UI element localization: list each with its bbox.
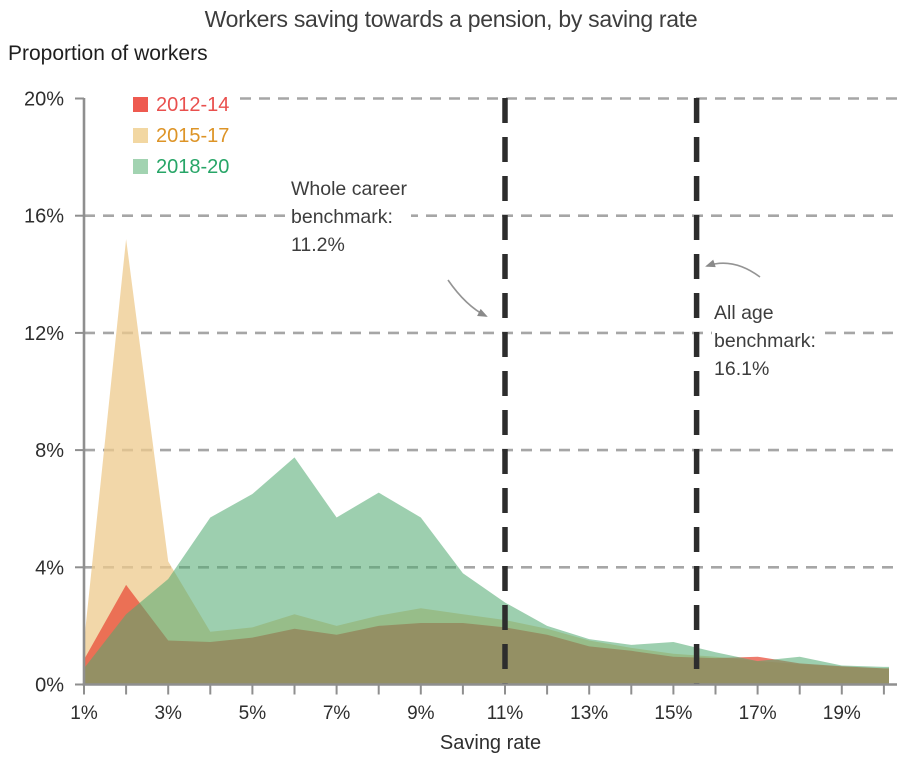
y-axis-title: Proportion of workers — [8, 42, 208, 65]
annotation-line: 11.2% — [291, 234, 345, 256]
y-tick-label: 8% — [35, 440, 64, 462]
annotation-line: benchmark: — [291, 206, 393, 228]
area-series-2018-20 — [84, 457, 889, 685]
annotation-line: benchmark: — [714, 330, 816, 352]
y-tick-label: 20% — [24, 89, 64, 111]
y-tick-label: 0% — [35, 675, 64, 697]
y-tick-label: 4% — [35, 557, 64, 579]
annotation-line: 16.1% — [714, 358, 770, 380]
legend-item-2018-20: 2018-20 — [133, 151, 229, 182]
x-tick-label: 7% — [323, 703, 351, 724]
arrow-to-all-age-line — [705, 259, 761, 278]
x-tick-label: 3% — [154, 703, 182, 724]
annotation-line: Whole career — [291, 178, 407, 200]
x-tick-label: 13% — [570, 703, 608, 724]
x-tick-label: 1% — [70, 703, 98, 724]
legend: 2012-14 2015-17 2018-20 — [131, 87, 236, 184]
y-tick-label: 16% — [24, 206, 64, 228]
x-tick-label: 9% — [407, 703, 435, 724]
legend-label-2012-14: 2012-14 — [156, 93, 230, 116]
annotation-whole-career-benchmark: Whole career benchmark: 11.2% — [289, 174, 411, 260]
annotation-line: All age — [714, 302, 774, 324]
legend-item-2012-14: 2012-14 — [133, 89, 229, 120]
x-tick-label: 15% — [654, 703, 692, 724]
x-tick-label: 11% — [487, 703, 524, 724]
x-axis-title: Saving rate — [439, 732, 542, 754]
legend-swatch-2015-17-icon — [133, 128, 148, 143]
x-tick-label: 19% — [823, 703, 861, 724]
x-tick-label: 5% — [239, 703, 267, 724]
legend-swatch-2018-20-icon — [133, 159, 148, 174]
arrow-to-whole-career-line — [447, 279, 488, 317]
y-tick-label: 12% — [24, 323, 64, 345]
legend-swatch-2012-14-icon — [133, 97, 148, 112]
x-tick-label: 17% — [739, 703, 777, 724]
legend-item-2015-17: 2015-17 — [133, 120, 229, 151]
legend-label-2018-20: 2018-20 — [156, 155, 230, 178]
legend-label-2015-17: 2015-17 — [156, 124, 230, 147]
chart-title: Workers saving towards a pension, by sav… — [204, 6, 698, 32]
annotation-all-age-benchmark: All age benchmark: 16.1% — [712, 298, 820, 384]
